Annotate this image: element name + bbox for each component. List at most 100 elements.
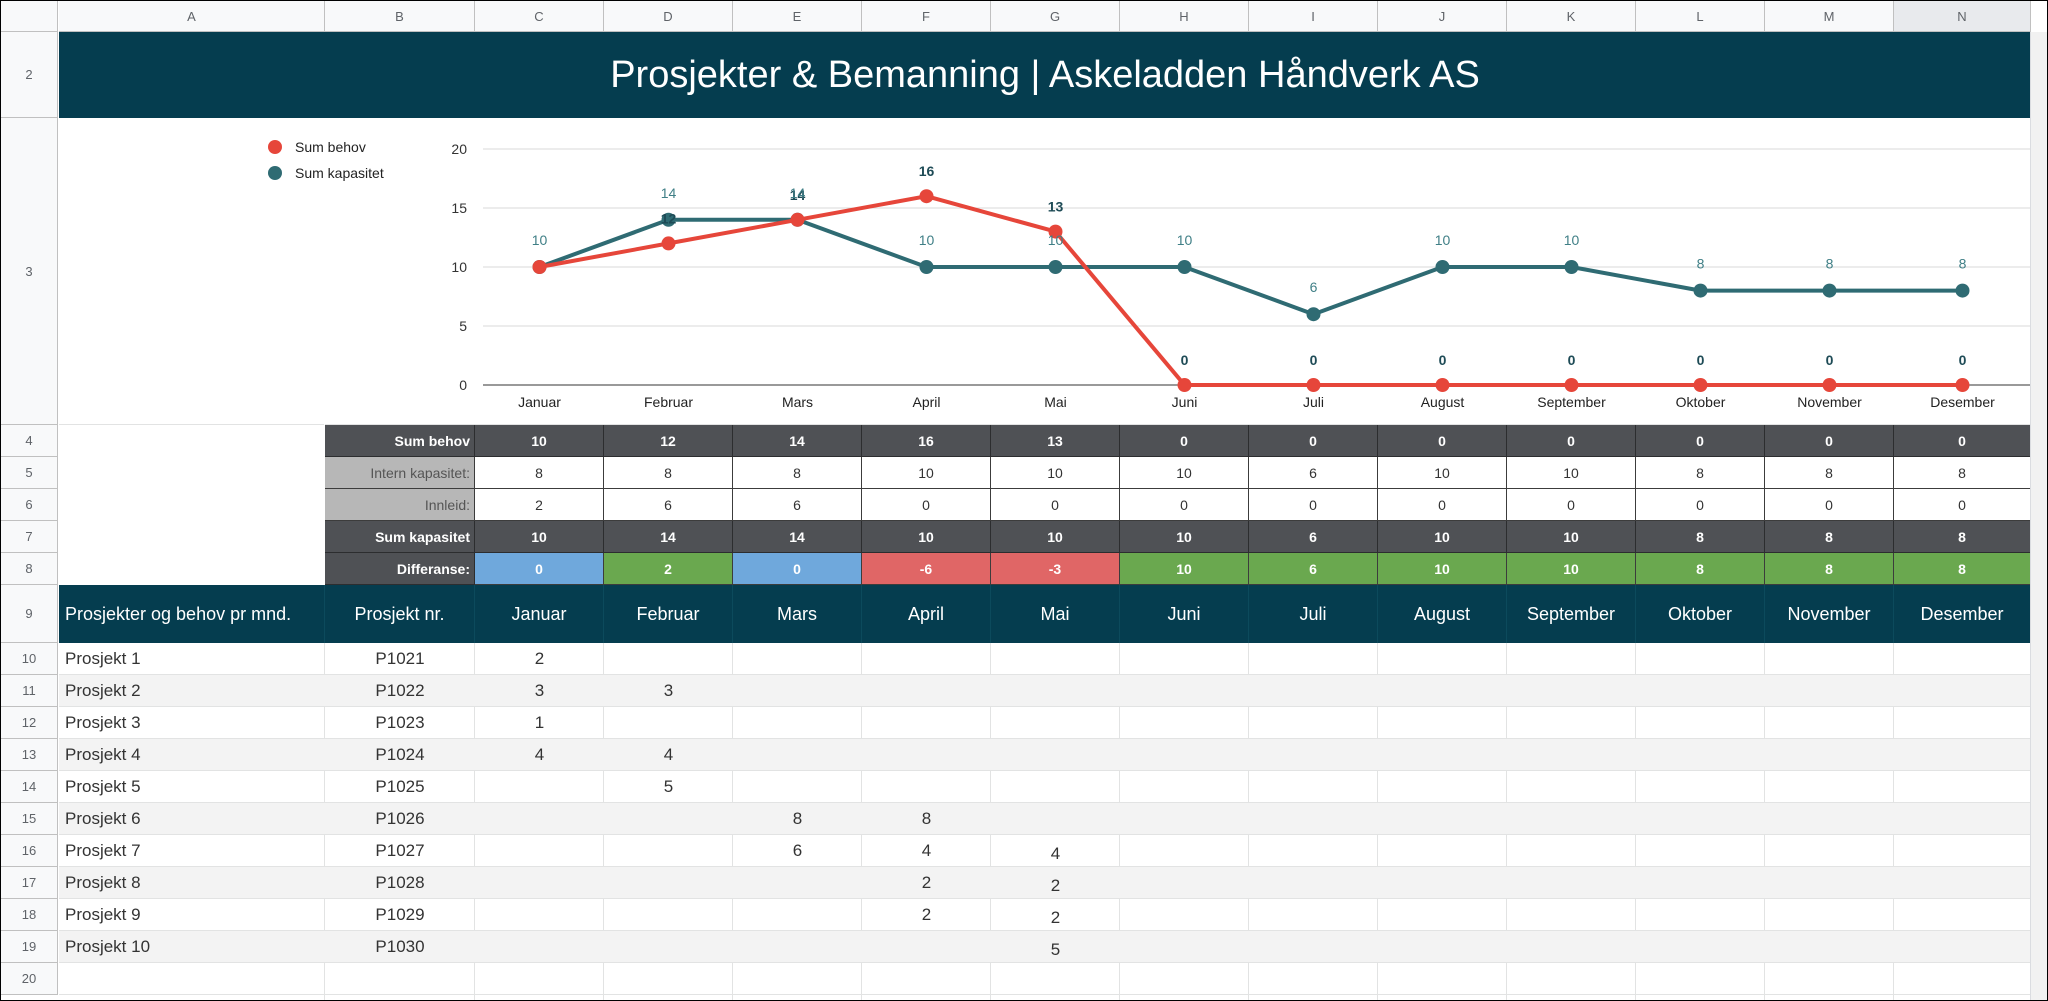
project-month-cell[interactable]: 4 (921, 841, 932, 860)
project-month-cell[interactable] (1636, 931, 1765, 963)
project-month-cell[interactable]: 8 (792, 809, 803, 828)
row-header-14[interactable]: 14 (1, 771, 58, 803)
summary-cell-intern[interactable]: 8 (1765, 457, 1894, 489)
project-month-cell[interactable] (1894, 707, 2031, 739)
summary-cell-sum-kapasitet[interactable]: 6 (1249, 521, 1378, 553)
project-month-cell[interactable] (1378, 803, 1507, 835)
summary-cell-innleid[interactable]: 0 (1249, 489, 1378, 521)
project-month-cell[interactable] (1120, 707, 1249, 739)
project-month-cell[interactable]: 2 (921, 905, 932, 924)
summary-cell-differanse[interactable]: 2 (604, 553, 733, 585)
column-header-k[interactable]: K (1507, 1, 1636, 32)
project-table-month-header[interactable]: Mai (991, 585, 1120, 643)
project-month-cell[interactable] (1894, 899, 2031, 931)
summary-cell-innleid[interactable]: 0 (862, 489, 991, 521)
project-name-cell[interactable]: Prosjekt 9 (65, 905, 141, 924)
summary-cell-differanse[interactable]: -3 (991, 553, 1120, 585)
summary-cell-intern[interactable]: 6 (1249, 457, 1378, 489)
project-table-month-header[interactable]: Januar (475, 585, 604, 643)
project-nr-cell[interactable]: P1028 (375, 873, 425, 892)
column-header-g[interactable]: G (991, 1, 1120, 32)
summary-cell-intern[interactable]: 10 (1507, 457, 1636, 489)
project-name-cell[interactable]: Prosjekt 5 (65, 777, 141, 796)
project-name-cell[interactable]: Prosjekt 10 (65, 937, 151, 956)
project-table-header-nr[interactable]: Prosjekt nr. (325, 585, 475, 643)
project-month-cell[interactable] (1507, 771, 1636, 803)
project-month-cell[interactable] (604, 643, 733, 675)
project-month-cell[interactable] (1636, 739, 1765, 771)
project-name-cell[interactable]: Prosjekt 1 (65, 649, 141, 668)
row-header-11[interactable]: 11 (1, 675, 58, 707)
project-month-cell[interactable] (1507, 739, 1636, 771)
project-month-cell[interactable] (475, 803, 604, 835)
summary-cell-sum-kapasitet[interactable]: 10 (1120, 521, 1249, 553)
project-name-cell[interactable]: Prosjekt 4 (65, 745, 141, 764)
project-month-cell[interactable] (1120, 931, 1249, 963)
project-month-cell[interactable] (1120, 803, 1249, 835)
summary-cell-intern[interactable]: 10 (991, 457, 1120, 489)
project-month-cell[interactable] (1894, 739, 2031, 771)
summary-cell-intern[interactable]: 10 (862, 457, 991, 489)
vertical-scrollbar[interactable] (2030, 32, 2047, 1000)
project-month-cell[interactable] (1378, 931, 1507, 963)
project-month-cell[interactable] (733, 771, 862, 803)
column-header-m[interactable]: M (1765, 1, 1894, 32)
column-header-l[interactable]: L (1636, 1, 1765, 32)
column-header-b[interactable]: B (325, 1, 475, 32)
summary-cell-sum-behov[interactable]: 14 (733, 425, 862, 457)
project-month-cell[interactable] (991, 739, 1120, 771)
summary-cell-sum-kapasitet[interactable]: 10 (1507, 521, 1636, 553)
project-month-cell[interactable] (1765, 643, 1894, 675)
project-nr-cell[interactable]: P1030 (375, 937, 425, 956)
project-month-cell[interactable] (733, 867, 862, 899)
summary-cell-innleid[interactable]: 6 (733, 489, 862, 521)
summary-cell-intern[interactable]: 10 (1378, 457, 1507, 489)
project-table-month-header[interactable]: April (862, 585, 991, 643)
summary-cell-sum-behov[interactable]: 16 (862, 425, 991, 457)
project-month-cell[interactable] (1378, 675, 1507, 707)
project-month-cell[interactable]: 2 (921, 873, 932, 892)
project-month-cell[interactable] (1507, 899, 1636, 931)
summary-cell-sum-kapasitet[interactable]: 10 (1378, 521, 1507, 553)
project-month-cell[interactable] (991, 675, 1120, 707)
summary-cell-sum-kapasitet[interactable]: 14 (733, 521, 862, 553)
project-table-header-label[interactable]: Prosjekter og behov pr mnd. (59, 585, 325, 643)
project-month-cell[interactable]: 8 (921, 809, 932, 828)
project-nr-cell[interactable]: P1024 (375, 745, 425, 764)
project-month-cell[interactable] (1120, 899, 1249, 931)
project-month-cell[interactable] (1894, 803, 2031, 835)
summary-cell-intern[interactable]: 8 (475, 457, 604, 489)
project-month-cell[interactable] (604, 867, 733, 899)
project-month-cell[interactable] (1894, 867, 2031, 899)
column-header-e[interactable]: E (733, 1, 862, 32)
column-header-n[interactable]: N (1894, 1, 2031, 32)
summary-cell-differanse[interactable]: 10 (1507, 553, 1636, 585)
summary-cell-sum-behov[interactable]: 0 (1507, 425, 1636, 457)
project-month-cell[interactable] (1120, 771, 1249, 803)
column-header-i[interactable]: I (1249, 1, 1378, 32)
project-month-cell[interactable] (1249, 643, 1378, 675)
row-header-2[interactable]: 2 (1, 32, 58, 118)
summary-cell-differanse[interactable]: 0 (733, 553, 862, 585)
row-header-20[interactable]: 20 (1, 963, 58, 995)
project-table-month-header[interactable]: Mars (733, 585, 862, 643)
project-month-cell[interactable] (733, 707, 862, 739)
summary-cell-innleid[interactable]: 0 (991, 489, 1120, 521)
project-month-cell[interactable] (604, 835, 733, 867)
summary-cell-sum-kapasitet[interactable]: 10 (475, 521, 604, 553)
summary-cell-sum-behov[interactable]: 0 (1378, 425, 1507, 457)
summary-cell-sum-behov[interactable]: 0 (1636, 425, 1765, 457)
project-nr-cell[interactable]: P1026 (375, 809, 425, 828)
project-month-cell[interactable] (1378, 771, 1507, 803)
project-month-cell[interactable] (1765, 931, 1894, 963)
project-name-cell[interactable]: Prosjekt 6 (65, 809, 141, 828)
row-header-9[interactable]: 9 (1, 585, 58, 643)
summary-cell-innleid[interactable]: 0 (1894, 489, 2031, 521)
summary-cell-differanse[interactable]: 10 (1120, 553, 1249, 585)
project-month-cell[interactable] (1894, 835, 2031, 867)
project-month-cell[interactable] (1765, 707, 1894, 739)
project-month-cell[interactable] (1249, 867, 1378, 899)
project-month-cell[interactable] (1120, 835, 1249, 867)
project-name-cell[interactable]: Prosjekt 3 (65, 713, 141, 732)
project-name-cell[interactable]: Prosjekt 2 (65, 681, 141, 700)
